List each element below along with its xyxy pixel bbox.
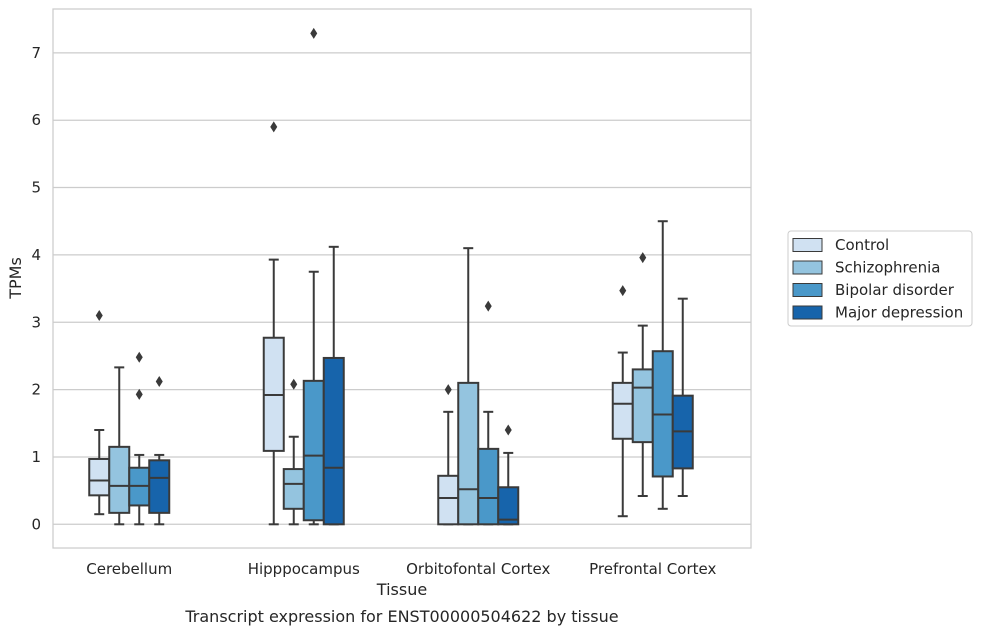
y-axis-title: TPMs <box>6 257 25 300</box>
legend-swatch <box>792 283 823 297</box>
boxes <box>88 27 694 526</box>
legend-swatch <box>792 305 823 320</box>
x-axis-title: Tissue <box>376 580 427 599</box>
legend-label: Control <box>835 236 889 254</box>
box-3-2 <box>651 220 674 510</box>
box-1-3 <box>322 245 345 526</box>
iqr-box <box>108 445 131 514</box>
legend: Control Schizophrenia Bipolar disorder Majo… <box>787 230 973 327</box>
y-tick-label: 0 <box>31 515 41 533</box>
outlier-point <box>135 388 143 400</box>
legend-swatch <box>792 238 823 252</box>
outlier-point <box>619 285 627 297</box>
box-3-0 <box>611 285 634 518</box>
iqr-box <box>148 459 171 514</box>
outlier-point <box>444 384 452 396</box>
legend-swatch <box>792 260 823 275</box>
outlier-point <box>135 351 143 363</box>
iqr-box <box>497 486 520 526</box>
outlier-point <box>95 310 103 322</box>
box-0-3 <box>148 376 171 526</box>
y-tick-label: 2 <box>31 381 41 399</box>
x-tick-labels: Cerebellum Hipppocampus Orbitofontal Corte… <box>86 560 716 578</box>
iqr-box <box>282 468 305 510</box>
iqr-box <box>322 356 345 526</box>
box-2-1 <box>457 247 480 526</box>
iqr-box <box>437 474 460 526</box>
y-tick-labels: 0 1 2 3 4 5 6 7 <box>31 44 41 533</box>
box-1-0 <box>262 121 285 526</box>
gridlines <box>53 52 751 525</box>
outlier-point <box>639 252 647 264</box>
outlier-point <box>270 121 278 133</box>
x-tick-label: Hipppocampus <box>248 560 360 578</box>
outlier-point <box>484 300 492 312</box>
legend-frame <box>787 230 973 327</box>
box-3-3 <box>671 297 694 498</box>
box-3-1 <box>631 252 654 498</box>
outlier-point <box>155 376 163 388</box>
outlier-point <box>290 378 298 390</box>
x-tick-label: Prefrontal Cortex <box>589 560 716 578</box>
outlier-point <box>310 27 318 39</box>
iqr-box <box>88 457 111 497</box>
iqr-box <box>611 381 634 440</box>
outlier-point <box>504 424 512 436</box>
y-tick-label: 7 <box>31 44 41 62</box>
legend-label: Schizophrenia <box>835 259 940 277</box>
y-tick-label: 5 <box>31 179 41 197</box>
y-tick-label: 3 <box>31 313 41 331</box>
plot-frame <box>52 8 752 549</box>
legend-label: Bipolar disorder <box>835 281 955 299</box>
box-1-1 <box>282 378 305 526</box>
x-tick-label: Cerebellum <box>86 560 172 578</box>
iqr-box <box>477 447 500 526</box>
box-2-0 <box>437 384 460 526</box>
iqr-box <box>457 381 480 526</box>
iqr-box <box>302 379 325 522</box>
x-tick-label: Orbitofontal Cortex <box>406 560 550 578</box>
y-tick-label: 6 <box>31 111 41 129</box>
box-2-3 <box>497 424 520 526</box>
box-1-2 <box>302 27 325 526</box>
y-tick-label: 4 <box>31 246 41 264</box>
box-2-2 <box>477 300 500 526</box>
box-0-1 <box>108 366 131 526</box>
y-tick-label: 1 <box>31 448 41 466</box>
legend-label: Major depression <box>835 304 963 322</box>
iqr-box <box>631 368 654 444</box>
box-0-0 <box>88 310 111 516</box>
chart-caption: Transcript expression for ENST0000050462… <box>184 607 618 626</box>
box-0-2 <box>128 351 151 526</box>
